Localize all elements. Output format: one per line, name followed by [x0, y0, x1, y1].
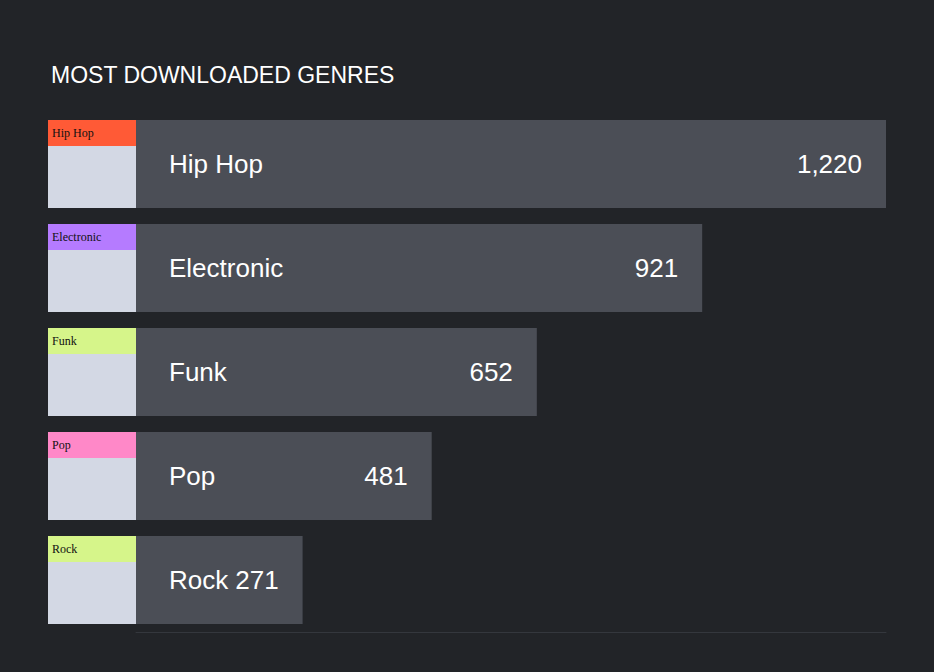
svg-text:Hip Hop: Hip Hop	[52, 126, 94, 140]
svg-text:Hip Hop: Hip Hop	[169, 149, 263, 179]
svg-text:271: 271	[235, 565, 278, 595]
svg-text:481: 481	[364, 461, 407, 491]
svg-text:Rock: Rock	[52, 542, 77, 556]
svg-text:652: 652	[469, 357, 512, 387]
svg-text:Rock: Rock	[169, 565, 229, 595]
svg-text:Funk: Funk	[52, 334, 77, 348]
svg-text:Electronic: Electronic	[169, 253, 283, 283]
svg-text:1,220: 1,220	[797, 149, 862, 179]
svg-text:Electronic: Electronic	[52, 230, 101, 244]
svg-text:921: 921	[635, 253, 678, 283]
svg-text:Pop: Pop	[169, 461, 215, 491]
svg-text:Funk: Funk	[169, 357, 228, 387]
svg-text:MOST DOWNLOADED GENRES: MOST DOWNLOADED GENRES	[51, 62, 394, 88]
svg-text:Pop: Pop	[52, 438, 71, 452]
